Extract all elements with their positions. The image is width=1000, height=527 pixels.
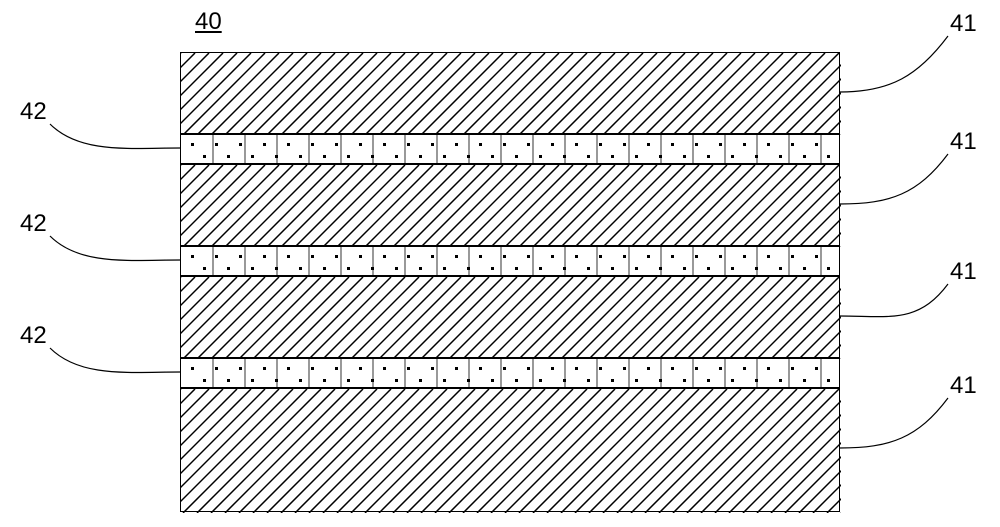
dotted-layer <box>180 134 840 164</box>
layer-label-42: 42 <box>20 98 47 126</box>
layer-label-41: 41 <box>950 258 977 286</box>
layer-label-41: 41 <box>950 128 977 156</box>
hatched-layer <box>180 52 840 134</box>
figure-label: 40 <box>195 8 222 36</box>
dotted-layer <box>180 358 840 388</box>
layer-label-42: 42 <box>20 210 47 238</box>
hatched-layer <box>180 388 840 512</box>
layer-label-42: 42 <box>20 322 47 350</box>
layer-label-41: 41 <box>950 10 977 38</box>
hatched-layer <box>180 276 840 358</box>
dotted-layer <box>180 246 840 276</box>
layer-label-41: 41 <box>950 372 977 400</box>
hatched-layer <box>180 164 840 246</box>
